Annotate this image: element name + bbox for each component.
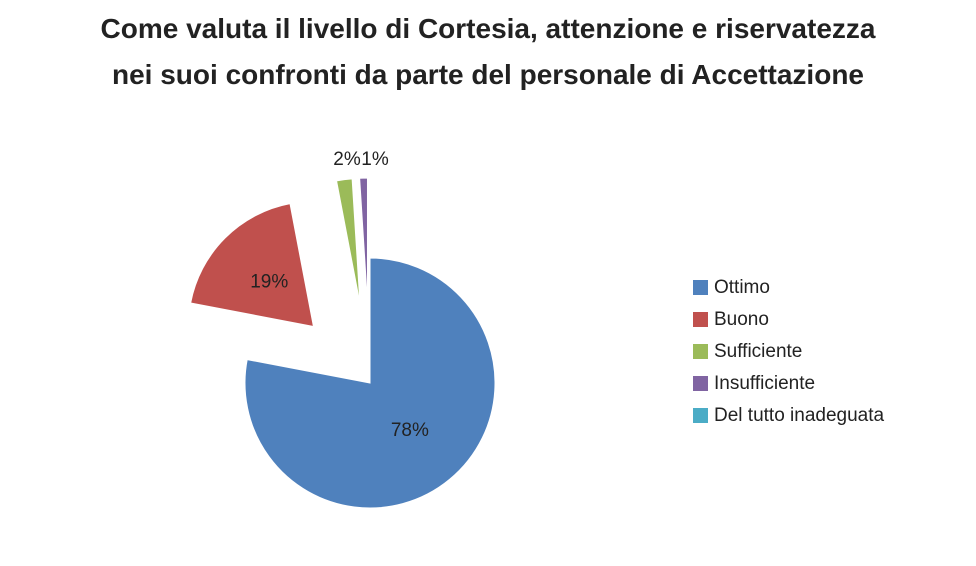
data-label: 1%	[361, 149, 389, 170]
legend-swatch	[693, 280, 708, 295]
legend-swatch	[693, 344, 708, 359]
legend-label: Ottimo	[714, 277, 770, 298]
legend-swatch	[693, 376, 708, 391]
pie-slice	[190, 203, 315, 328]
pie-slice	[244, 257, 496, 509]
pie-slice	[359, 177, 368, 304]
data-label: 2%	[333, 149, 361, 170]
legend-swatch	[693, 312, 708, 327]
legend-swatch	[693, 408, 708, 423]
legend-label: Sufficiente	[714, 341, 802, 362]
data-label: 19%	[250, 271, 288, 292]
data-label: 78%	[391, 420, 429, 441]
legend-label: Del tutto inadeguata	[714, 405, 885, 426]
chart-title: Come valuta il livello di Cortesia, atte…	[100, 13, 876, 90]
legend-label: Insufficiente	[714, 373, 815, 394]
legend-label: Buono	[714, 309, 769, 330]
pie-slice	[335, 178, 361, 304]
